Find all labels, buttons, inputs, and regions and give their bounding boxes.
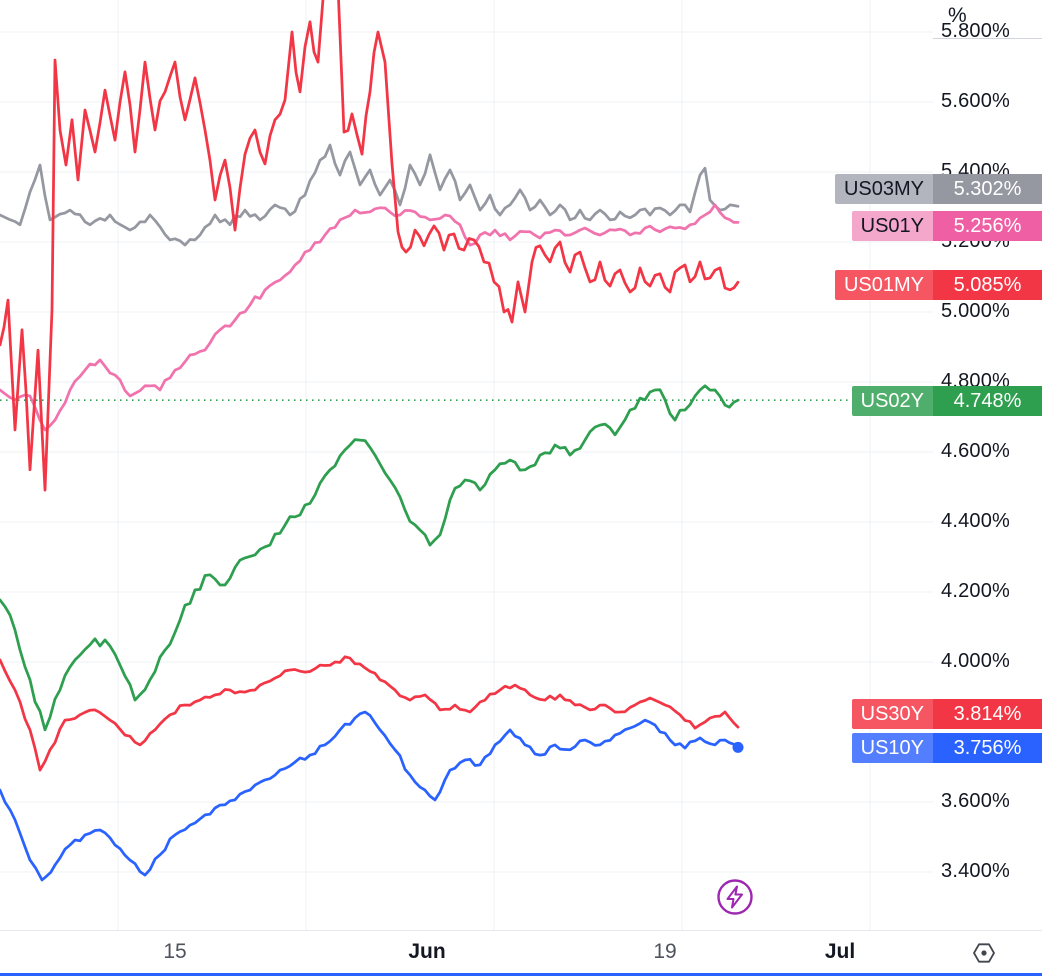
us30y-name-tag[interactable]: US30Y xyxy=(851,699,933,729)
time-scale[interactable]: 15 Jun 19 Jul xyxy=(0,930,1042,976)
chart-canvas[interactable] xyxy=(0,0,933,930)
y-axis-label: 5.000% xyxy=(941,300,1011,322)
y-axis-label: 4.200% xyxy=(941,580,1011,602)
us02y-name-tag[interactable]: US02Y xyxy=(851,386,933,416)
us01my-price-tag: 5.085% xyxy=(933,270,1042,300)
series-label-row-us01y: US01Y 5.256% xyxy=(851,211,1042,241)
y-axis-label: 3.400% xyxy=(941,860,1011,882)
us01y-name-tag[interactable]: US01Y xyxy=(851,211,933,241)
series-label-row-us01my: US01MY 5.085% xyxy=(834,270,1042,300)
time-tick-jul: Jul xyxy=(824,940,856,963)
us01my-name-tag[interactable]: US01MY xyxy=(834,270,933,300)
us01y-price-tag: 5.256% xyxy=(933,211,1042,241)
us10y-price-tag: 3.756% xyxy=(933,733,1042,763)
us03my-price-tag: 5.302% xyxy=(933,174,1042,204)
y-axis-label: 4.400% xyxy=(941,510,1011,532)
time-tick-19: 19 xyxy=(653,940,677,963)
series-label-row-us30y: US30Y 3.814% xyxy=(851,699,1042,729)
y-axis-label: 5.800% xyxy=(941,20,1011,42)
y-axis-label: 4.600% xyxy=(941,440,1011,462)
lightning-icon xyxy=(717,879,753,915)
percent-scale-toggle[interactable]: % xyxy=(948,4,967,27)
time-tick-jun: Jun xyxy=(408,940,446,963)
us03my-name-tag[interactable]: US03MY xyxy=(834,174,933,204)
series-label-row-us03my: US03MY 5.302% xyxy=(834,174,1042,204)
series-label-row-us02y: US02Y 4.748% xyxy=(851,386,1042,416)
us30y-price-tag: 3.814% xyxy=(933,699,1042,729)
loading-bar xyxy=(0,973,1042,976)
us02y-price-tag: 4.748% xyxy=(933,386,1042,416)
us10y-name-tag[interactable]: US10Y xyxy=(851,733,933,763)
scale-mode-button[interactable] xyxy=(969,938,999,968)
price-scale[interactable]: % 5.800% 5.600% 5.400% 5.200% 5.000% 4.800% 4.… xyxy=(933,0,1042,930)
y-axis-label: 5.600% xyxy=(941,90,1011,112)
time-tick-15: 15 xyxy=(163,940,187,963)
hexagon-eye-icon xyxy=(973,943,995,963)
series-label-row-us10y: US10Y 3.756% xyxy=(851,733,1042,763)
scale-top-divider xyxy=(933,38,1042,39)
y-axis-label: 3.600% xyxy=(941,790,1011,812)
y-axis-label: 4.000% xyxy=(941,650,1011,672)
lightning-button[interactable] xyxy=(714,876,756,918)
